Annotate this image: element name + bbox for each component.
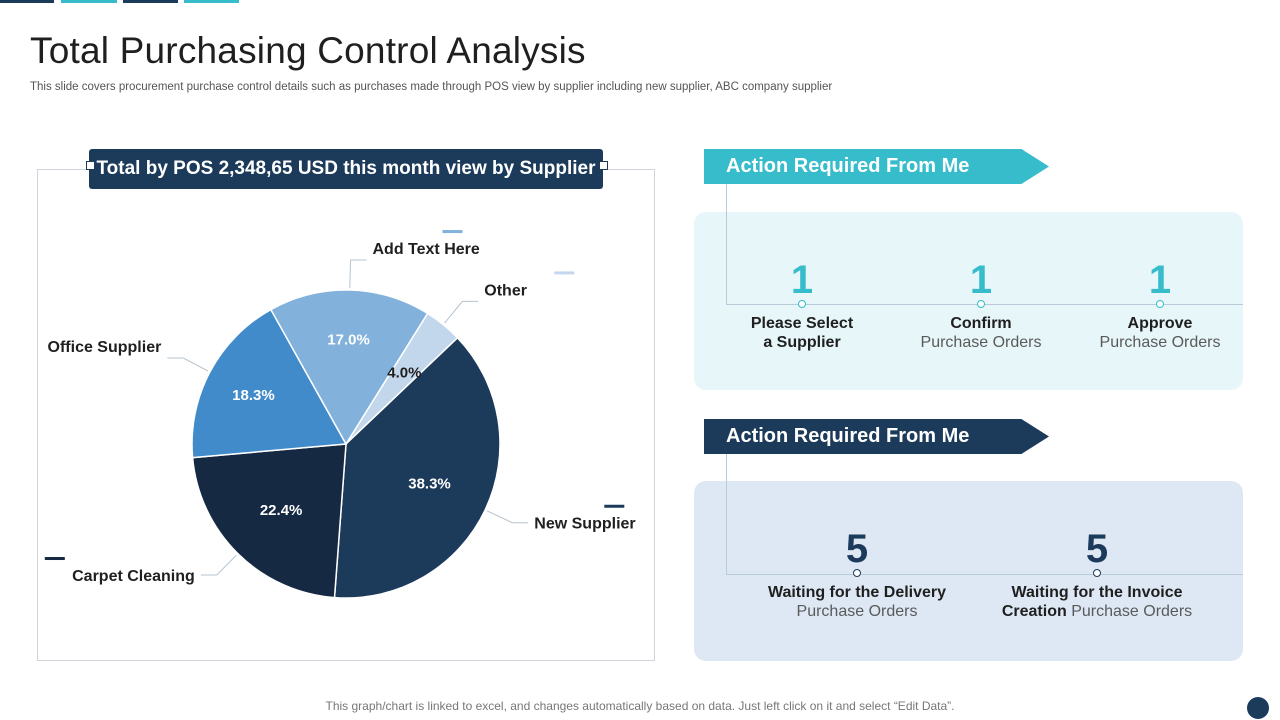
pie-slice-office-supplier <box>191 308 348 459</box>
pie-callouts: Other New Supplier Carpet Cleaning Office S… <box>44 230 636 585</box>
pie-value-label: 4.0% <box>387 364 421 381</box>
action-panel-2 <box>694 481 1243 661</box>
metric-value: 5 <box>1085 527 1109 571</box>
metric-waiting-delivery: 5 Waiting for the Delivery Purchase Orde… <box>757 526 957 621</box>
metric-sublabel: a Supplier <box>763 334 841 351</box>
pie-category-label: Add Text Here <box>372 241 479 258</box>
timeline-dot <box>798 300 806 308</box>
timeline-dot <box>1156 300 1164 308</box>
pie-category-label: Carpet Cleaning <box>72 568 195 585</box>
metric-value: 1 <box>790 258 814 302</box>
metric-approve: 1 Approve Purchase Orders <box>1060 257 1260 352</box>
metric-sublabel: Purchase Orders <box>1099 334 1221 351</box>
metric-value: 1 <box>969 258 993 302</box>
pie-leader-line <box>200 554 237 576</box>
chart-header-right-marker <box>599 161 608 170</box>
pie-value-label: 17.0% <box>327 331 370 348</box>
panel-2-timeline <box>726 574 1243 575</box>
pie-category-label: Office Supplier <box>48 339 162 356</box>
pie-slice-add-text-here <box>269 289 429 446</box>
metric-sublabel-light: Purchase Orders <box>1071 603 1193 620</box>
page-subtitle: This slide covers procurement purchase c… <box>30 81 833 93</box>
metric-confirm: 1 Confirm Purchase Orders <box>881 257 1081 352</box>
pie-category-label: New Supplier <box>534 516 635 533</box>
page-title: Total Purchasing Control Analysis <box>30 30 586 71</box>
metric-sublabel-bold: Creation <box>1001 603 1067 620</box>
pie-leader-line <box>349 259 367 289</box>
pie-value-label: 22.4% <box>260 502 303 519</box>
metric-waiting-invoice: 5 Waiting for the Invoice Creation Purch… <box>997 526 1197 621</box>
action-panel-1 <box>694 212 1243 390</box>
metric-label: Please Select <box>750 315 854 332</box>
metric-value: 1 <box>1148 258 1172 302</box>
top-accent-bar-1 <box>0 0 54 3</box>
pie-category-label: Other <box>484 282 527 299</box>
top-accent-bar-2 <box>61 0 117 3</box>
metric-label: Approve <box>1127 315 1193 332</box>
metric-value: 5 <box>845 527 869 571</box>
metric-sublabel: Purchase Orders <box>796 603 918 620</box>
pie-leader-line <box>167 357 209 372</box>
pie-slice-carpet-cleaning <box>191 443 347 599</box>
footer-note: This graph/chart is linked to excel, and… <box>325 699 955 713</box>
action-heading-1: Action Required From Me <box>704 149 1049 184</box>
metric-select-supplier: 1 Please Select a Supplier <box>702 257 902 352</box>
pie-leader-line <box>486 510 529 524</box>
top-accent-bar-3 <box>123 0 178 3</box>
chart-header-left-marker <box>86 161 95 170</box>
panel-2-connector <box>726 454 727 574</box>
pie-leader-line <box>444 300 479 324</box>
pie-legend-marker <box>442 230 463 234</box>
pie-slice-new-supplier <box>333 336 501 599</box>
timeline-dot <box>977 300 985 308</box>
corner-circle <box>1247 697 1269 719</box>
metric-label: Waiting for the Delivery <box>767 584 947 601</box>
metric-sublabel: Creation Purchase Orders <box>997 602 1197 621</box>
pie-legend-marker <box>554 271 575 275</box>
pie-chart: 4.0% 38.3% 22.4% 18.3% 17.0% Other New Suppli… <box>44 230 636 599</box>
timeline-dot <box>1093 569 1101 577</box>
metric-label: Confirm <box>950 315 1012 332</box>
pie-legend-marker <box>44 557 65 561</box>
pie-value-label: 38.3% <box>408 476 451 493</box>
timeline-dot <box>853 569 861 577</box>
pie-value-labels: 4.0% 38.3% 22.4% 18.3% 17.0% <box>232 331 451 518</box>
top-accent-bar-4 <box>184 0 239 3</box>
pie-legend-marker <box>604 504 625 508</box>
pie-value-label: 18.3% <box>232 387 275 404</box>
chart-header: Total by POS 2,348,65 USD this month vie… <box>89 149 603 189</box>
metric-label: Waiting for the Invoice <box>1011 584 1183 601</box>
metric-sublabel: Purchase Orders <box>920 334 1042 351</box>
action-heading-2: Action Required From Me <box>704 419 1049 454</box>
panel-1-connector <box>726 184 727 304</box>
pie-slices <box>191 289 501 599</box>
